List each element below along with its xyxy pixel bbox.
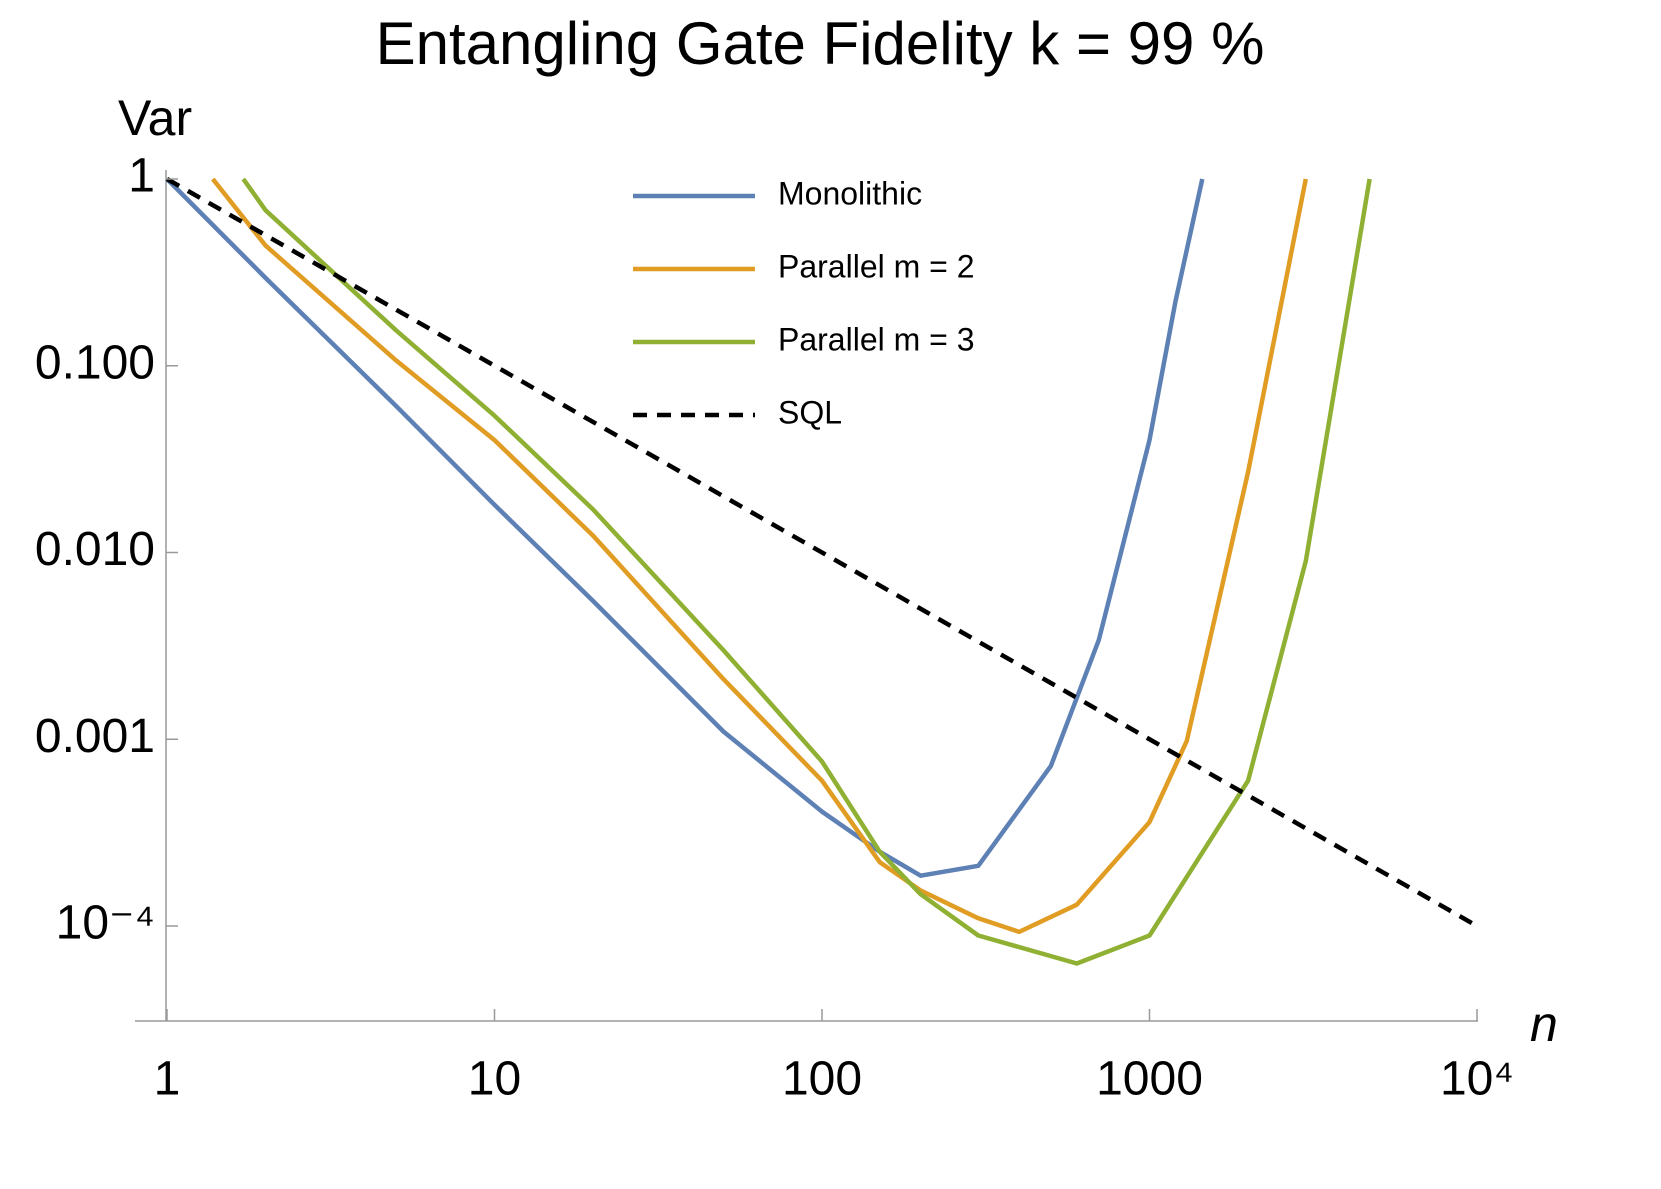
y-tick-label: 0.001 [35,710,155,763]
legend-label: Monolithic [778,175,922,211]
series-line [165,177,1205,878]
series-line [211,177,1309,935]
y-tick-label: 0.100 [35,336,155,389]
chart-title: Entangling Gate Fidelity k = 99 % [376,10,1265,77]
y-tick-label: 1 [128,150,155,203]
x-tick-label: 100 [782,1053,862,1106]
x-tick-label: 1 [154,1053,181,1106]
legend-label: Parallel m = 3 [778,321,975,357]
legend-label: SQL [778,394,842,430]
y-tick-label: 10⁻⁴ [56,897,155,950]
legend-label: Parallel m = 2 [778,248,975,284]
x-axis-label: n [1530,996,1558,1052]
series-line [241,177,1372,966]
x-tick-label: 1000 [1096,1053,1203,1106]
x-tick-label: 10⁴ [1440,1053,1514,1106]
series-line [165,177,1479,928]
y-axis-label: Var [118,90,192,146]
plot-area [165,177,1479,966]
y-tick-label: 0.010 [35,523,155,576]
x-tick-label: 10 [468,1053,521,1106]
